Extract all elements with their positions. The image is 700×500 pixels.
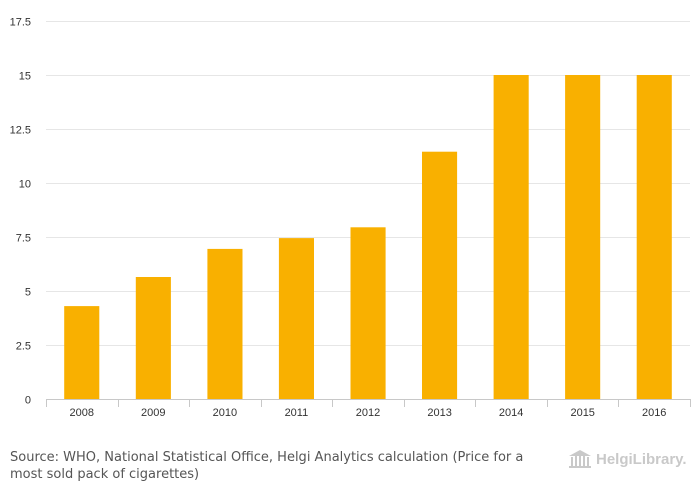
bars [64,75,672,399]
bar [350,227,386,399]
y-tick-label: 12.5 [10,125,31,137]
y-tick-label: 5 [25,287,31,299]
bar [565,75,601,399]
y-tick-label: 0 [25,395,31,407]
y-tick-label: 2.5 [16,341,31,353]
bar [422,151,458,399]
bar [636,75,672,399]
y-tick-label: 15 [19,71,31,83]
source-label: Source: [10,450,60,465]
bar [493,75,529,399]
bar [278,238,314,399]
bar [64,306,100,399]
x-tick-label: 2016 [642,407,666,419]
bar-chart: 0 2.5 5 7.5 10 12.5 15 17.5 2008 2009 2010 2011 201… [10,17,691,419]
y-tick-label: 7.5 [16,233,31,245]
y-tick-label: 17.5 [10,17,31,29]
source-text: WHO, National Statistical Office, Helgi … [10,450,524,482]
x-tick-label: 2009 [141,407,165,419]
x-tick-label: 2010 [213,407,237,419]
x-tick-label: 2014 [499,407,523,419]
library-building-icon [568,449,592,469]
x-tick-label: 2013 [427,407,451,419]
y-tick-label: 10 [19,179,31,191]
x-tick-label: 2015 [570,407,594,419]
bar [135,277,171,399]
source-note: Source: WHO, National Statistical Office… [10,449,530,483]
x-tick-label: 2012 [356,407,380,419]
y-axis-ticks: 0 2.5 5 7.5 10 12.5 15 17.5 [10,17,31,407]
bar [207,248,243,399]
helgi-library-logo: HelgiLibrary. [568,448,687,470]
brand-name: HelgiLibrary. [596,450,687,468]
x-tick-label: 2011 [285,407,309,419]
x-tick-label: 2008 [70,407,94,419]
x-axis: 2008 2009 2010 2011 2012 2013 2014 2015 2016 [46,399,691,419]
